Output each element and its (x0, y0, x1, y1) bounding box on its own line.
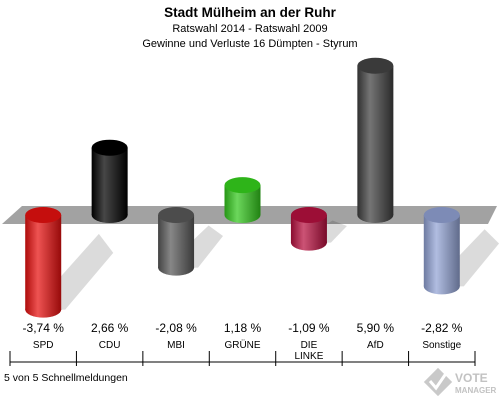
bar-3 (224, 177, 261, 223)
bar-top-cap (290, 207, 327, 223)
bar-top-cap (423, 207, 460, 223)
category-label: DIE (301, 340, 318, 351)
bar-bottom-cap (91, 207, 128, 223)
category-label: SPD (33, 340, 54, 351)
chart-subtitle-2: Gewinne und Verluste 16 Dümpten - Styrum (142, 38, 357, 50)
bar-bottom-cap (224, 207, 261, 223)
bars-group (25, 57, 460, 318)
bar-5 (357, 57, 394, 223)
bar-body (357, 65, 394, 215)
bar-bottom-cap (357, 207, 394, 223)
category-label: GRÜNE (224, 339, 260, 351)
bar-6 (423, 207, 460, 295)
bar-body (423, 215, 460, 287)
bar-bottom-cap (423, 278, 460, 295)
checkmark-icon (423, 367, 453, 397)
category-label: LINKE (294, 351, 323, 362)
bar-bottom-cap (158, 259, 195, 276)
bar-body (25, 215, 62, 310)
bar-top-cap (91, 139, 128, 156)
bar-bottom-cap (290, 234, 327, 251)
chart-subtitle: Ratswahl 2014 - Ratswahl 2009 (172, 23, 327, 35)
value-label: 5,90 % (357, 321, 395, 335)
bar-bottom-cap (25, 301, 62, 318)
vote-manager-logo: VOTE MANAGER (423, 367, 497, 397)
footer-note: 5 von 5 Schnellmeldungen (4, 372, 128, 384)
bar-top-cap (158, 207, 195, 223)
value-label: -3,74 % (23, 321, 65, 335)
value-labels-group: -3,74 % 2,66 % -2,08 % 1,18 % -1,09 % 5,90 % -… (23, 321, 463, 335)
bar-top-cap (224, 177, 261, 194)
value-label: -2,82 % (421, 321, 463, 335)
bar-body (158, 215, 195, 268)
bar-0 (25, 207, 62, 318)
value-label: -1,09 % (288, 321, 330, 335)
bar-top-cap (357, 57, 394, 74)
category-label: MBI (167, 340, 185, 351)
bar-4 (290, 207, 327, 251)
value-label: -2,08 % (155, 321, 197, 335)
value-label: 1,18 % (224, 321, 262, 335)
logo-text-manager: MANAGER (455, 386, 497, 395)
bar-1 (91, 139, 128, 223)
category-label: AfD (367, 340, 384, 351)
value-label: 2,66 % (91, 321, 129, 335)
category-label: Sonstige (422, 340, 461, 351)
bar-2 (158, 207, 195, 276)
chart-title: Stadt Mülheim an der Ruhr (164, 5, 337, 20)
logo-text-vote: VOTE (455, 371, 488, 385)
bar-body (91, 147, 128, 215)
category-label: CDU (99, 340, 121, 351)
bar-top-cap (25, 207, 62, 223)
